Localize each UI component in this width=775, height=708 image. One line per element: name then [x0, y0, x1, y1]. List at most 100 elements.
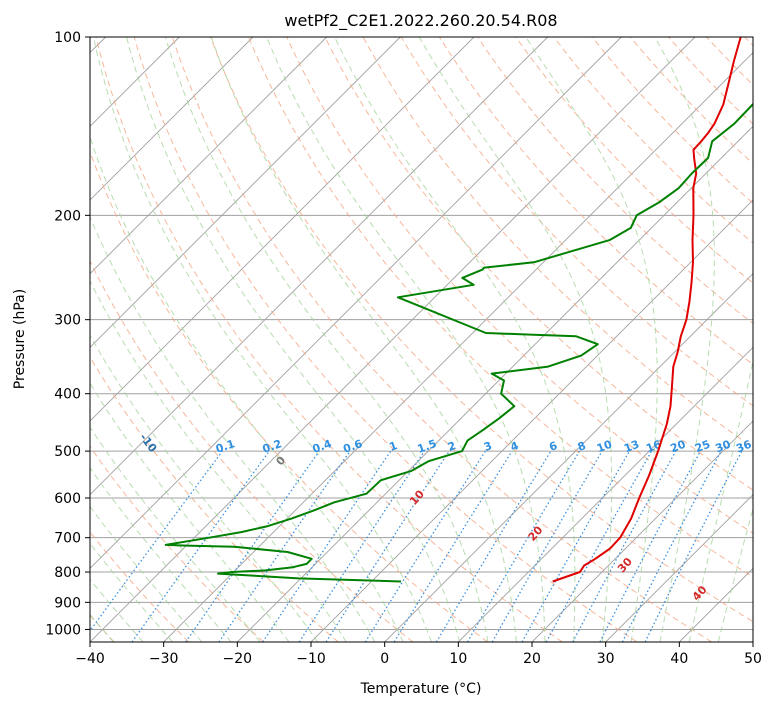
dry-adiabat-line: [248, 37, 753, 578]
dry-adiabat-line: [133, 37, 638, 642]
dry-adiabat-line: [591, 37, 753, 204]
moist-adiabat-line: [266, 37, 546, 642]
x-tick-label: 0: [380, 651, 389, 667]
isotherm-line: [458, 346, 753, 642]
y-tick-label: 300: [54, 313, 81, 329]
dry-adiabat-line: [286, 37, 753, 534]
dry-adiabat-line: [515, 37, 753, 284]
mixing-ratio-label: 0.4: [311, 437, 334, 456]
mixing-ratio-label: 13: [622, 438, 641, 456]
mixing-ratio-line: [298, 450, 425, 642]
profiles: [164, 37, 753, 583]
moist-adiabat-line: [90, 542, 173, 642]
dry-adiabat-line: [95, 37, 563, 642]
moist-adiabat-line: [654, 37, 715, 642]
y-tick-label: 200: [54, 208, 81, 224]
y-tick-label: 700: [54, 531, 81, 547]
x-tick-label: 50: [744, 651, 762, 667]
y-tick-label: 400: [54, 387, 81, 403]
isotherm-line: [90, 37, 401, 348]
y-tick-label: 900: [54, 595, 81, 611]
x-tick-label: 40: [670, 651, 688, 667]
mixing-ratio-label: 20: [668, 438, 687, 456]
mixing-ratio-line: [572, 450, 677, 642]
dry-adiabat-line: [744, 37, 753, 47]
mixing-ratio-label: 1: [388, 439, 400, 454]
y-tick-label: 1000: [45, 622, 81, 638]
y-tick-label: 800: [54, 565, 81, 581]
moist-adiabat-line: [92, 37, 432, 642]
mixing-ratio-label: 3: [482, 439, 494, 454]
mixing-ratio-line: [599, 450, 702, 642]
mixing-ratio-label: 4: [509, 439, 521, 454]
x-tick-label: 20: [523, 651, 541, 667]
isotherm-line: [90, 37, 696, 642]
moist-adiabat-line: [164, 37, 489, 642]
dry-adiabat-line: [90, 356, 339, 642]
mixing-ratio-label: 30: [714, 438, 733, 456]
moist-adiabat-line: [334, 37, 576, 642]
mixing-ratio-line: [262, 450, 392, 642]
x-axis-label: Temperature (°C): [360, 681, 482, 697]
mixing-ratio-label: 8: [576, 439, 588, 454]
mixing-ratio-line: [185, 450, 320, 642]
y-tick-label: 500: [54, 444, 81, 460]
isotherm-line: [605, 494, 753, 642]
x-axis: −40 −30 −20 −10 0 10 20 30 40 50: [75, 642, 762, 667]
isotherm-line: [237, 125, 753, 642]
dry-adiabat-line: [171, 37, 712, 642]
x-tick-label: −10: [296, 651, 326, 667]
mixing-ratio-line: [218, 450, 351, 642]
mixing-ratio-label: 0.1: [214, 437, 237, 456]
mixing-ratio-line: [131, 450, 270, 642]
moist-adiabat-line: [90, 578, 144, 642]
dry-adiabat-line: [90, 259, 414, 642]
x-tick-label: −20: [223, 651, 253, 667]
moist-adiabat-line: [90, 135, 404, 642]
dry-adiabat-line: [324, 37, 753, 491]
moist-adiabat-line: [90, 467, 232, 642]
moist-adiabat-line: [90, 334, 319, 642]
background-lines: [90, 37, 753, 642]
isotherm-line: [90, 37, 475, 422]
x-tick-label: 10: [449, 651, 467, 667]
moist-adiabat-line: [210, 37, 517, 642]
isotherm-line: [90, 37, 254, 201]
isotherm-line: [384, 273, 753, 642]
isotherm-line: [310, 199, 753, 642]
mixing-ratio-label: 36: [734, 437, 753, 455]
mixing-ratio-line: [325, 450, 450, 642]
mixing-ratio-label: 2: [446, 439, 458, 454]
dry-adiabat-line: [706, 37, 753, 86]
isotherm-line: [90, 37, 548, 496]
moist-adiabat-line: [418, 37, 613, 642]
isotherm-line: [531, 420, 753, 642]
isotherm-line: [90, 37, 622, 569]
temperature-profile-line: [552, 37, 742, 583]
isotherm-line: [90, 37, 327, 275]
moist-adiabat-line: [688, 358, 753, 642]
y-axis: 100 200 300 400 500 600 700 800 900 1000: [45, 30, 90, 638]
dry-adiabat-line: [90, 531, 190, 642]
dry-adiabat-line: [668, 37, 753, 125]
moist-adiabat-line: [525, 37, 658, 642]
dry-adiabat-line: [90, 445, 264, 642]
mixing-ratio-line: [90, 450, 223, 632]
x-tick-label: −40: [75, 651, 105, 667]
background-line-labels: 0.1 0.2 0.4 0.6 1 1.5 2 3 4 6 8 10 13 16 20 25 30 36-1001…: [137, 431, 754, 603]
moist-adiabat-line: [90, 426, 261, 642]
mixing-ratio-label: 6: [547, 439, 559, 454]
dewpoint-profile-line: [164, 102, 753, 583]
mixing-ratio-line: [393, 450, 513, 642]
moist-adiabat-label: 20: [526, 523, 546, 543]
plot-frame: [89, 36, 754, 643]
isotherm-line: [163, 52, 753, 642]
x-tick-label: −30: [149, 651, 179, 667]
y-axis-label: Pressure (hPa): [12, 289, 28, 389]
mixing-ratio-line: [644, 450, 743, 642]
chart-title: wetPf2_C2E1.2022.260.20.54.R08: [284, 11, 557, 31]
mixing-ratio-label: 0.6: [341, 437, 364, 456]
mixing-ratio-line: [435, 450, 552, 642]
mixing-ratio-label: 10: [595, 438, 614, 456]
